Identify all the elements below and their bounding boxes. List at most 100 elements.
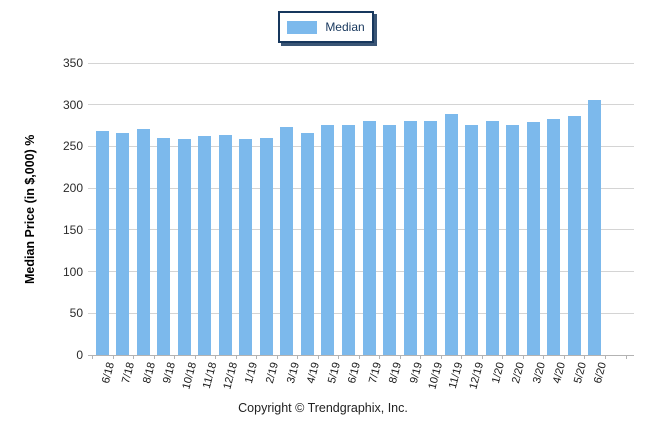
gridline-y-300 [88,104,634,106]
x-axis-tickmark [399,355,401,359]
gridline-y-200 [88,187,634,189]
x-tick-label-text: 3/20 [530,361,548,385]
y-tick-label-0: 0 [76,348,83,362]
x-tick-label-text: 11/19 [447,361,466,390]
x-tick-label-text: 3/19 [284,361,302,385]
legend-swatch-median [287,20,318,34]
bar-11-18 [198,136,212,355]
copyright-text: Copyright © Trendgraphix, Inc. [238,401,408,415]
bar-8-19 [383,124,397,355]
bar-9-18 [157,138,171,355]
x-axis-tickmark [522,355,524,359]
x-axis-tickmark [338,355,340,359]
y-tick-label-200: 200 [62,181,83,196]
x-tick-label-text: 2/19 [263,361,281,385]
bar-7-18 [116,133,130,355]
x-tick-label-text: 8/18 [140,361,158,385]
x-axis-tickmark [194,355,196,359]
gridline-y-150 [88,229,634,231]
bar-2-19 [259,138,273,355]
y-tick-label-100: 100 [62,264,83,279]
bar-4-19 [300,133,314,355]
x-axis-tickmark [502,355,504,359]
bar-10-19 [424,121,438,355]
y-axis-tick-labels: 0 50 100 150 200 250 300 350 [0,56,83,362]
gridline-y-100 [88,271,634,273]
x-tick-label-text: 12/19 [467,361,487,391]
x-axis-tickmark [112,355,114,359]
x-tick-label-text: 9/18 [161,361,179,385]
bar-10-18 [177,138,191,355]
gridline-y-350 [88,62,634,64]
x-axis-tickmark [461,355,463,359]
gridline-y-50 [88,312,634,314]
bar-12-18 [218,134,232,355]
legend: Median [278,11,374,43]
bar-2-20 [506,124,520,355]
x-tick-label-text: 10/19 [426,361,446,391]
x-axis-tickmark [317,355,319,359]
bar-11-19 [444,113,458,355]
x-axis-line [88,355,634,356]
bar-4-20 [547,118,561,355]
x-tick-label-text: 7/19 [366,361,384,385]
x-axis-tickmark [481,355,483,359]
x-tick-label-text: 4/20 [551,361,569,385]
x-tick-label-text: 2/20 [510,361,528,385]
plot-area: 6/18 7/18 8/18 9/18 10/18 11/18 12/18 1/19 2/19 3… [88,62,634,391]
bar-8-18 [136,128,150,355]
gridline-y-250 [88,145,634,147]
x-axis-tickmark [379,355,381,359]
x-tick-label-text: 6/19 [345,361,364,385]
bar-5-20 [567,116,581,355]
x-tick-label-text: 1/20 [489,361,507,385]
bar-9-19 [403,121,417,355]
x-axis-tickmark [358,355,360,359]
bar-7-19 [362,121,376,355]
bar-6-18 [95,131,109,355]
x-axis-tickmark [153,355,155,359]
x-axis-tickmark [235,355,237,359]
x-axis-tickmark [563,355,565,359]
bar-1-20 [485,120,499,355]
bar-6-19 [342,124,355,355]
y-tick-label-50: 50 [69,306,83,321]
x-tick-label-text: 5/19 [325,361,343,385]
y-tick-label-300: 300 [62,97,83,112]
x-tick-label-text: 9/19 [407,361,425,385]
x-tick-label-text: 1/19 [243,361,261,385]
x-axis-tickmark [215,355,217,359]
x-tick-label-text: 10/18 [180,361,199,391]
x-tick-label-text: 11/18 [200,361,220,390]
x-tick-label-text: 8/19 [386,361,405,385]
x-axis-tickmark [543,355,545,359]
bar-3-20 [526,122,540,355]
x-axis-tickmark [584,355,586,359]
bar-6-20 [588,99,602,355]
y-tick-label-150: 150 [62,222,83,237]
bar-1-19 [239,138,253,355]
bar-3-19 [280,127,294,355]
x-axis-tickmark [276,355,278,359]
x-axis-tickmark [420,355,422,359]
x-tick-label-text: 7/18 [120,361,138,385]
x-tick-label-text: 6/20 [592,361,610,385]
x-tick-label-text: 5/20 [571,361,589,385]
x-axis-tickmark [256,355,258,359]
bar-12-19 [465,124,479,355]
x-axis-tickmark [297,355,299,359]
y-tick-label-350: 350 [62,56,83,70]
x-axis-tickmark [440,355,442,359]
legend-label-median: Median [325,20,365,34]
x-tick-label-text: 12/18 [221,361,240,391]
x-axis-tickmark [174,355,176,359]
x-axis-tickmark [625,355,627,359]
x-axis-tickmark [92,355,93,359]
x-tick-label-text: 4/19 [304,361,323,385]
x-tick-label-text: 6/18 [99,361,117,385]
x-axis-tickmark [133,355,135,359]
x-axis-tickmark [605,355,606,359]
bar-5-19 [321,124,335,355]
y-tick-label-250: 250 [62,139,83,154]
